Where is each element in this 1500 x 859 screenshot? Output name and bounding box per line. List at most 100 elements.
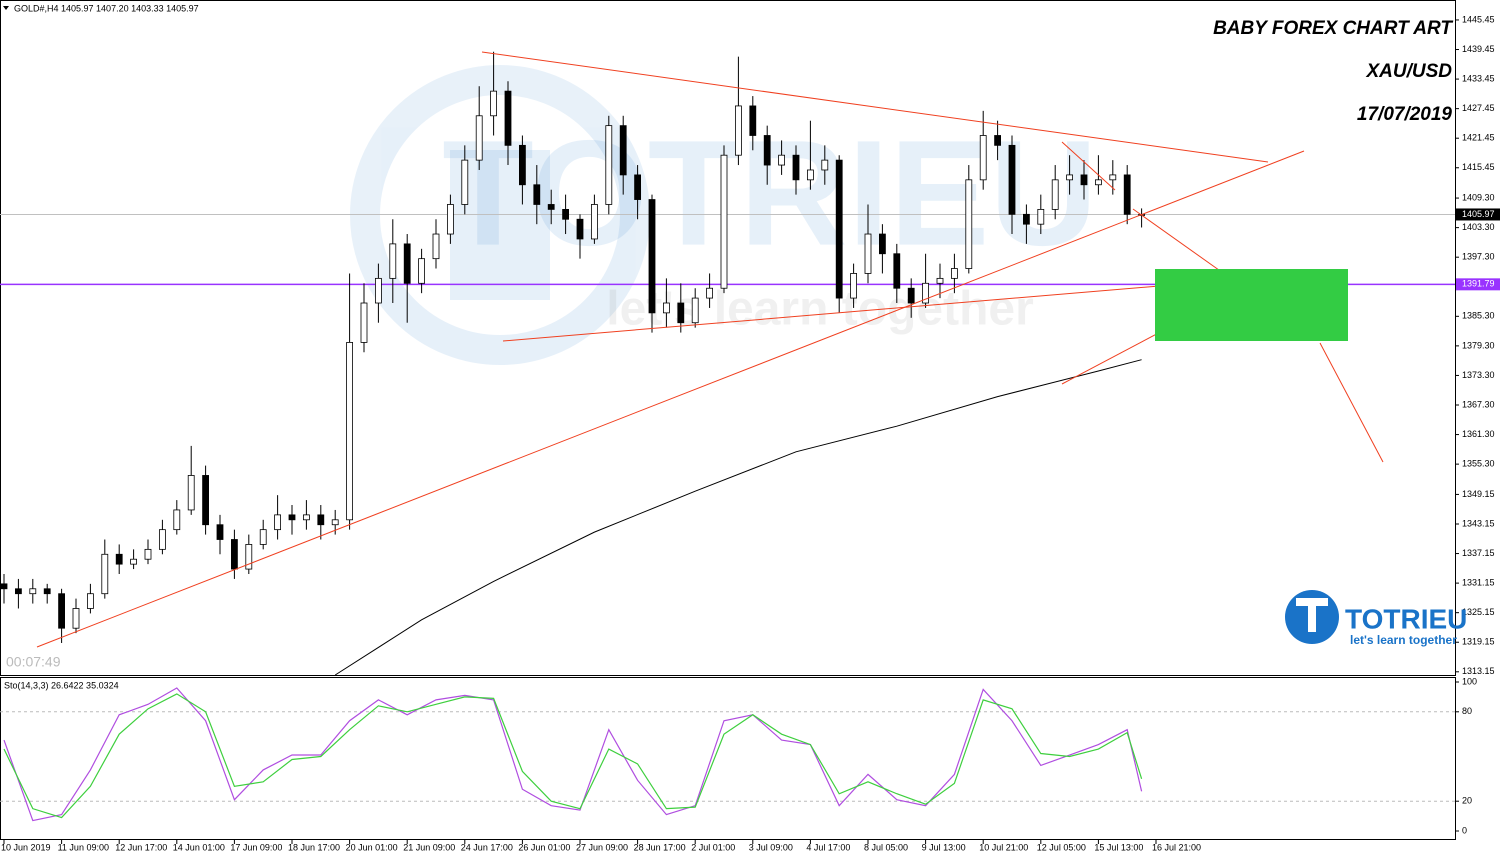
candle-body [475,115,483,161]
x-tick-label: 9 Jul 13:00 [922,842,966,852]
candle-body [432,233,440,260]
x-tick-label: 15 Jul 13:00 [1094,842,1143,852]
y-tick-label: 1361.30 [1462,429,1495,439]
price-frame [0,0,1456,676]
y-tick-label: 1319.15 [1462,637,1495,647]
y-tick-label: 1403.30 [1462,222,1495,232]
candle-body [634,174,641,200]
chart-subtitle: XAU/USD [1365,61,1452,82]
x-tick-label: 10 Jul 21:00 [979,842,1028,852]
stoch-line [3,693,1143,819]
candle-body [418,258,426,284]
y-tick-label: 1421.45 [1462,133,1495,143]
x-tick-label: 16 Jul 21:00 [1152,842,1201,852]
candle-body [965,179,973,269]
candle-body [274,514,282,531]
candle-body [936,277,944,284]
candle-body [1051,179,1059,210]
candle-body [158,529,166,550]
candle-body [893,253,901,289]
y-tick-label: 1325.15 [1462,607,1495,617]
logo-text: TOTRIEU [1345,603,1467,634]
level-badge [1456,278,1500,291]
candle-body [979,135,987,181]
watermark-text: TOTRIEU [442,109,1098,277]
moving-average [334,359,1142,676]
candle-body [346,342,354,521]
candle-body [821,159,829,171]
candle-body [187,475,195,511]
candle-body [735,105,742,156]
y-tick-label: 1373.30 [1462,370,1495,380]
candle-body [763,135,771,166]
candle-body [663,302,670,314]
candle-body [1037,208,1045,225]
candle-body [446,204,454,235]
candle-body [907,287,915,304]
logo-icon [1285,590,1339,644]
candle-body [202,475,210,526]
candle-body [778,154,785,166]
candle-body [562,208,569,220]
x-tick-label: 20 Jun 01:00 [346,842,398,852]
y-tick-label: 80 [1462,706,1472,716]
y-tick-label: 0 [1462,825,1467,835]
candle-body [749,105,757,136]
candle-body [216,524,224,540]
y-tick-label: 1433.45 [1462,73,1495,83]
candle-body [879,233,886,255]
candle-body [490,90,498,117]
symbol-info: GOLD#,H4 1405.97 1407.20 1403.33 1405.97 [14,3,199,13]
target-zone [1155,269,1348,341]
candle-body [331,519,339,526]
candle-body [691,297,699,324]
y-tick-label: 1349.15 [1462,489,1495,499]
marks: 1445.45 1439.45 1433.45 1427.45 1421.45 1415.… [0,14,1500,852]
candle-body [1023,213,1030,225]
y-tick-label: 1379.30 [1462,340,1495,350]
candle-body [850,273,857,299]
candle-body [245,544,253,570]
y-tick-label: 100 [1462,676,1477,686]
candle-body [807,169,814,181]
candle-body [389,243,397,279]
candle-body [173,509,181,531]
candle-body [461,159,469,205]
candle-body [374,277,382,304]
candle-body [922,282,929,304]
watermark-tagline: let's learn together [606,283,1034,336]
x-tick-label: 26 Jun 01:00 [518,842,570,852]
candle-body [504,90,512,146]
indicator-info: Sto(14,3,3) 26.6422 35.0324 [4,680,119,690]
candle-body [43,588,51,595]
candle-body [706,287,713,299]
x-tick-label: 24 Jun 17:00 [461,842,513,852]
y-tick-label: 1337.15 [1462,548,1495,558]
y-tick-label: 1397.30 [1462,252,1495,262]
x-tick-label: 21 Jun 09:00 [403,842,455,852]
candle-body [101,553,109,595]
candle-body [1080,174,1088,186]
stoch-frame [0,677,1456,840]
candle-body [302,514,310,521]
candle-body [835,159,843,299]
candle-body [259,529,267,545]
candle-body [317,514,325,526]
y-tick-label: 20 [1462,796,1472,806]
y-tick-label: 1445.45 [1462,14,1495,24]
y-tick-label: 1313.15 [1462,666,1495,676]
candle-body [0,583,8,590]
candle-body [72,608,80,629]
y-tick-label: 1409.30 [1462,192,1495,202]
watermark [350,65,650,365]
candle-body [994,135,1001,146]
candle-body [951,268,958,279]
candle-body [58,593,65,629]
chart-title: BABY FOREX CHART ART [1213,18,1453,39]
x-tick-label: 10 Jun 2019 [1,842,51,852]
x-tick-label: 18 Jun 17:00 [288,842,340,852]
y-tick-label: 1385.30 [1462,311,1495,321]
candle-body [792,154,800,181]
candle-body [576,218,584,240]
